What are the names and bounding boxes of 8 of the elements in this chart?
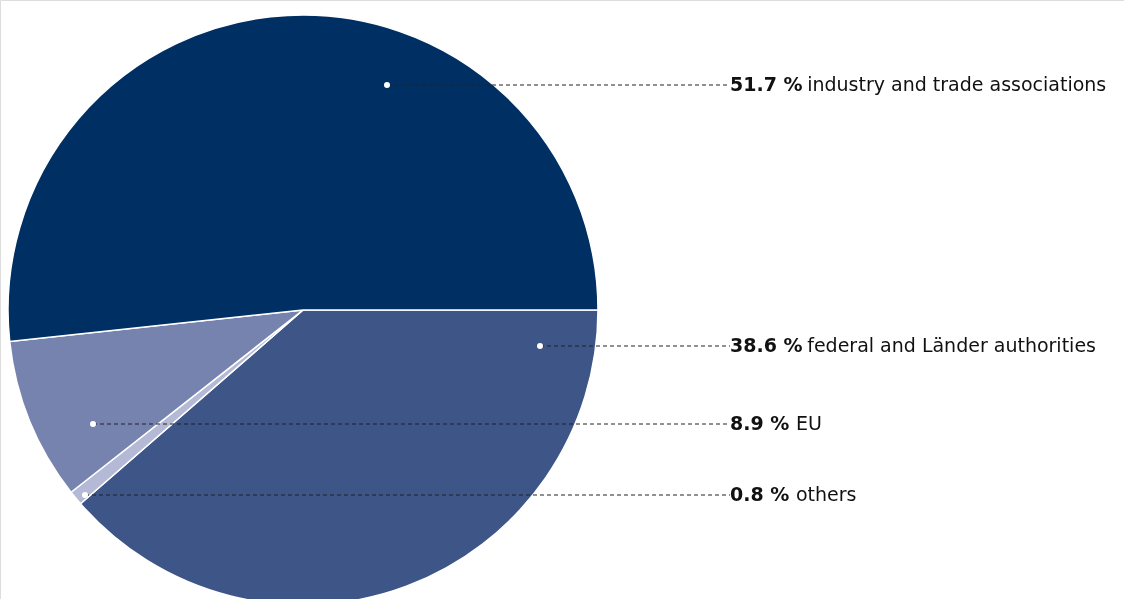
slice-label: federal and Länder authorities bbox=[807, 334, 1096, 356]
data-label: 8.9 % bbox=[730, 412, 790, 434]
data-label: 51.7 % bbox=[730, 73, 803, 95]
slice-label: industry and trade associations bbox=[807, 73, 1107, 95]
data-label: 38.6 % bbox=[730, 334, 803, 356]
slice-label: others bbox=[796, 483, 857, 505]
slice-label: EU bbox=[796, 412, 822, 434]
data-label: 0.8 % bbox=[730, 483, 790, 505]
